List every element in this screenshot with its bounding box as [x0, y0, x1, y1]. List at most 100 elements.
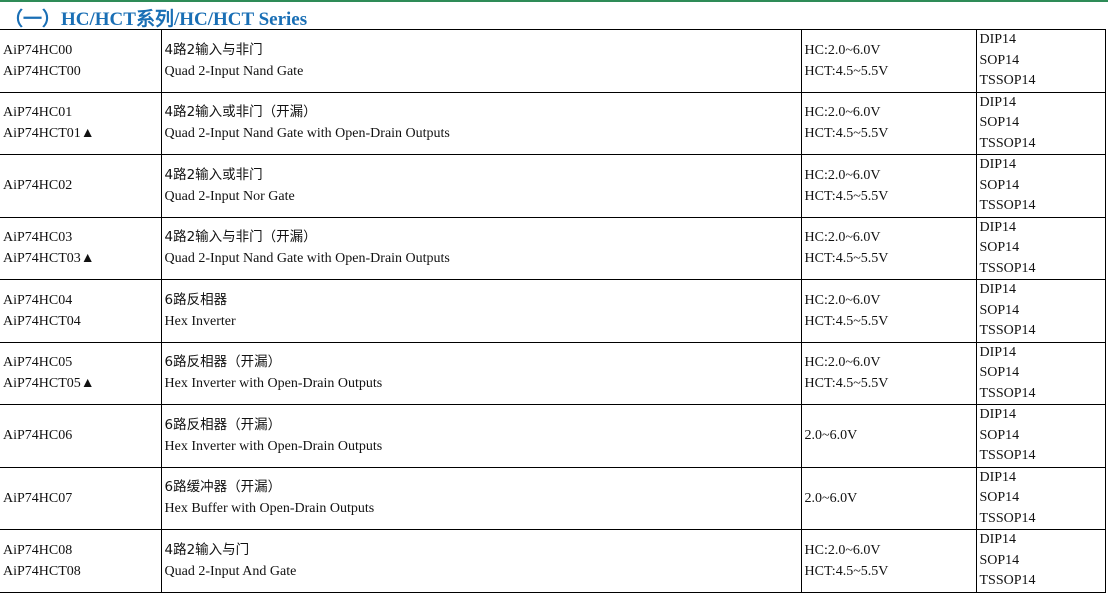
- package-type: DIP14: [979, 469, 1017, 485]
- part-number: AiP74HC08: [3, 542, 73, 558]
- part-number: AiP74HC07: [3, 490, 73, 506]
- description-cell: 6路缓冲器（开漏） Hex Buffer with Open-Drain Outp…: [160, 466, 802, 530]
- top-border: [0, 0, 1108, 2]
- part-number-cell: AiP74HC07: [0, 466, 162, 530]
- description-cn: 4路2输入与非门: [164, 41, 263, 58]
- package-cell: DIP14 SOP14 TSSOP14: [975, 29, 1106, 93]
- part-number-cell: AiP74HC00 AiP74HCT00: [0, 29, 162, 93]
- description-cn: 6路反相器（开漏）: [164, 416, 282, 433]
- voltage-cell: HC:2.0~6.0V HCT:4.5~5.5V: [800, 279, 977, 343]
- description-cell: 6路反相器（开漏） Hex Inverter with Open-Drain Ou…: [160, 404, 802, 468]
- voltage-range: HCT:4.5~5.5V: [804, 563, 889, 579]
- voltage-range: HC:2.0~6.0V: [804, 230, 881, 246]
- part-number: AiP74HC06: [3, 428, 73, 444]
- package-type: TSSOP14: [979, 260, 1036, 276]
- description-en: Quad 2-Input Nor Gate: [164, 188, 295, 204]
- description-cn: 6路反相器（开漏）: [164, 354, 282, 371]
- package-type: TSSOP14: [979, 448, 1036, 463]
- description-cell: 4路2输入或非门 Quad 2-Input Nor Gate: [160, 154, 802, 218]
- voltage-range: HC:2.0~6.0V: [804, 542, 881, 558]
- description-cn: 6路反相器: [164, 291, 228, 308]
- package-cell: DIP14 SOP14 TSSOP14: [975, 91, 1106, 155]
- package-cell: DIP14 SOP14 TSSOP14: [975, 529, 1106, 593]
- voltage-range: HCT:4.5~5.5V: [804, 188, 889, 204]
- part-number: AiP74HCT01▲: [3, 126, 95, 142]
- package-cell: DIP14 SOP14 TSSOP14: [975, 216, 1106, 280]
- part-number: AiP74HCT05▲: [3, 376, 95, 392]
- table-row: AiP74HC01 AiP74HCT01▲ 4路2输入或非门（开漏） Quad 2-I…: [0, 91, 1106, 155]
- package-type: SOP14: [979, 427, 1020, 443]
- voltage-range: 2.0~6.0V: [804, 428, 858, 444]
- voltage-cell: HC:2.0~6.0V HCT:4.5~5.5V: [800, 529, 977, 593]
- voltage-cell: 2.0~6.0V: [800, 466, 977, 530]
- voltage-range: HC:2.0~6.0V: [804, 355, 881, 371]
- voltage-range: HCT:4.5~5.5V: [804, 376, 889, 392]
- voltage-range: HCT:4.5~5.5V: [804, 126, 889, 142]
- part-number-cell: AiP74HC06: [0, 404, 162, 468]
- part-number: AiP74HCT03▲: [3, 251, 95, 267]
- voltage-range: HC:2.0~6.0V: [804, 42, 881, 58]
- description-cn: 4路2输入或非门（开漏）: [164, 104, 317, 121]
- part-number: AiP74HCT08: [3, 563, 81, 579]
- voltage-cell: HC:2.0~6.0V HCT:4.5~5.5V: [800, 91, 977, 155]
- table-row: AiP74HC08 AiP74HCT08 4路2输入与门 Quad 2-Input A…: [0, 529, 1106, 593]
- package-type: DIP14: [979, 344, 1017, 360]
- table-row: AiP74HC06 6路反相器（开漏） Hex Inverter with Open…: [0, 404, 1106, 468]
- voltage-cell: HC:2.0~6.0V HCT:4.5~5.5V: [800, 216, 977, 280]
- description-en: Hex Inverter with Open-Drain Outputs: [164, 438, 383, 454]
- description-en: Quad 2-Input Nand Gate: [164, 63, 304, 79]
- description-cell: 4路2输入与非门 Quad 2-Input Nand Gate: [160, 29, 802, 93]
- package-type: SOP14: [979, 552, 1020, 568]
- part-number: AiP74HCT00: [3, 63, 81, 79]
- package-type: SOP14: [979, 240, 1020, 255]
- voltage-range: HCT:4.5~5.5V: [804, 251, 889, 267]
- description-en: Quad 2-Input And Gate: [164, 563, 297, 579]
- part-number: AiP74HC00: [3, 42, 73, 58]
- table-row: AiP74HC03 AiP74HCT03▲ 4路2输入与非门（开漏） Quad 2-I…: [0, 216, 1106, 280]
- part-number: AiP74HC01: [3, 105, 73, 121]
- description-cn: 4路2输入与门: [164, 541, 250, 558]
- table-row: AiP74HC07 6路缓冲器（开漏） Hex Buffer with Open-D…: [0, 466, 1106, 530]
- package-type: DIP14: [979, 32, 1017, 47]
- package-type: SOP14: [979, 490, 1020, 505]
- package-type: TSSOP14: [979, 73, 1036, 88]
- voltage-range: HC:2.0~6.0V: [804, 105, 881, 121]
- package-type: TSSOP14: [979, 573, 1036, 588]
- description-cell: 6路反相器 Hex Inverter: [160, 279, 802, 343]
- package-type: DIP14: [979, 532, 1017, 547]
- part-number: AiP74HC04: [3, 292, 73, 308]
- description-cn: 4路2输入与非门（开漏）: [164, 229, 317, 246]
- voltage-cell: HC:2.0~6.0V HCT:4.5~5.5V: [800, 154, 977, 218]
- package-type: SOP14: [979, 52, 1020, 68]
- package-type: SOP14: [979, 365, 1020, 380]
- package-type: DIP14: [979, 157, 1017, 172]
- voltage-range: HCT:4.5~5.5V: [804, 63, 889, 79]
- description-en: Hex Inverter: [164, 313, 236, 329]
- description-cell: 4路2输入或非门（开漏） Quad 2-Input Nand Gate with …: [160, 91, 802, 155]
- package-type: TSSOP14: [979, 385, 1036, 401]
- package-type: TSSOP14: [979, 198, 1036, 213]
- description-en: Quad 2-Input Nand Gate with Open-Drain O…: [164, 251, 450, 267]
- part-number-cell: AiP74HC01 AiP74HCT01▲: [0, 91, 162, 155]
- product-table: AiP74HC00 AiP74HCT00 4路2输入与非门 Quad 2-Input …: [0, 29, 1106, 593]
- description-en: Hex Buffer with Open-Drain Outputs: [164, 501, 375, 517]
- package-type: DIP14: [979, 282, 1017, 297]
- voltage-cell: HC:2.0~6.0V HCT:4.5~5.5V: [800, 29, 977, 93]
- part-number: AiP74HC05: [3, 355, 73, 371]
- part-number: AiP74HC02: [3, 178, 73, 194]
- voltage-range: HCT:4.5~5.5V: [804, 313, 889, 329]
- description-cell: 4路2输入与门 Quad 2-Input And Gate: [160, 529, 802, 593]
- section-title: （一）HC/HCT系列/HC/HCT Series: [4, 9, 308, 30]
- description-cn: 4路2输入或非门: [164, 166, 263, 183]
- voltage-range: HC:2.0~6.0V: [804, 292, 881, 308]
- voltage-cell: HC:2.0~6.0V HCT:4.5~5.5V: [800, 341, 977, 405]
- package-type: SOP14: [979, 302, 1020, 318]
- voltage-cell: 2.0~6.0V: [800, 404, 977, 468]
- description-cn: 6路缓冲器（开漏）: [164, 479, 282, 496]
- table-row: AiP74HC05 AiP74HCT05▲ 6路反相器（开漏） Hex Inverte…: [0, 341, 1106, 405]
- package-cell: DIP14 SOP14 TSSOP14: [975, 404, 1106, 468]
- part-number-cell: AiP74HC02: [0, 154, 162, 218]
- package-cell: DIP14 SOP14 TSSOP14: [975, 466, 1106, 530]
- description-cell: 4路2输入与非门（开漏） Quad 2-Input Nand Gate with …: [160, 216, 802, 280]
- package-cell: DIP14 SOP14 TSSOP14: [975, 279, 1106, 343]
